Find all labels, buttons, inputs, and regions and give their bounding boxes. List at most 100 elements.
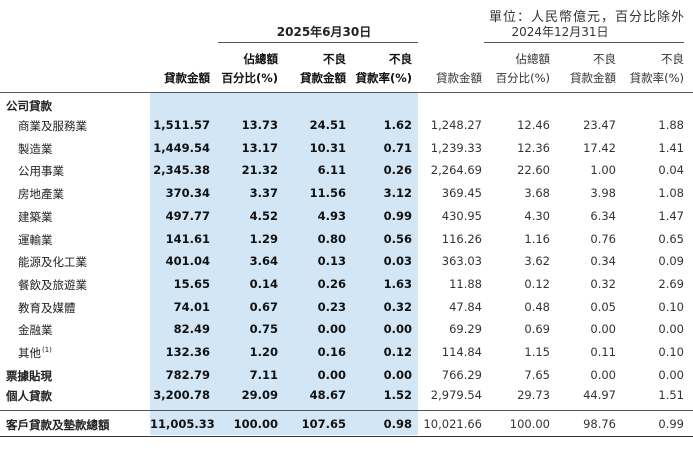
row-label: 建築業 [18,209,53,225]
cell: 1.29 [249,231,278,246]
cell: 0.69 [524,322,550,337]
cell: 0.67 [249,299,278,314]
cell: 0.32 [383,299,412,314]
cell: 7.11 [249,368,278,382]
table-row-discounted-bills: 票據貼現 782.79 7.11 0.00 0.00 766.29 7.65 0… [0,366,693,385]
cell: 3,200.78 [153,388,210,402]
period-current: 2025年6月30日 [276,25,372,39]
cell: 0.71 [383,140,412,155]
cell: 0.03 [383,254,412,269]
cell: 10.31 [309,140,346,155]
cell: 4.52 [249,208,278,223]
row-label: 公用事業 [18,163,64,179]
row-label: 個人貸款 [6,389,52,403]
row-label: 金融業 [18,322,53,338]
cell: 401.04 [165,254,210,269]
cell: 44.97 [583,388,616,402]
cell: 0.00 [317,368,346,382]
cell: 0.23 [317,299,346,314]
cell: 1.51 [658,388,684,402]
cell: 3.64 [249,254,278,269]
cell: 2.69 [658,276,684,291]
col-nplr-current-2: 貸款率(%) [355,71,412,85]
row-label-text: 製造業 [18,141,53,156]
cell: 766.29 [441,368,482,382]
footnote-marker: (1) [42,346,52,355]
row-label-text: 金融業 [18,323,53,338]
cell: 1.41 [658,140,684,155]
table-row: 房地產業 370.34 3.37 11.56 3.12 369.45 3.68 3.98 1.0… [0,184,693,203]
cell: 74.01 [173,299,210,314]
cell: 0.13 [317,254,346,269]
row-label: 餐飲及旅遊業 [18,277,87,293]
cell: 1.15 [524,345,550,359]
cell: 11.56 [309,186,346,201]
cell: 0.14 [249,276,278,291]
cell: 0.98 [383,417,412,431]
cell: 0.10 [658,345,684,359]
cell: 100.00 [509,417,550,431]
cell: 0.75 [249,322,278,337]
total-bottom-rule [0,436,693,437]
row-label-text: 房地產業 [18,187,64,202]
col-pct-prior-1: 佔總額 [515,52,551,66]
cell: 1.63 [383,276,412,291]
cell: 7.65 [524,368,550,382]
table-row: 其他(1) 132.36 1.20 0.16 0.12 114.84 1.15 0.11 0.1… [0,343,693,362]
table-row-total: 客戶貸款及墊款總額 11,005.33 100.00 107.65 0.98 1… [0,415,693,434]
cell: 497.77 [165,208,210,223]
cell: 0.76 [590,231,616,246]
cell: 29.73 [517,388,550,402]
cell: 141.61 [165,231,210,246]
row-label: 製造業 [18,141,53,157]
cell: 0.99 [658,417,684,431]
col-pct-prior-2: 百分比(%) [495,71,550,85]
cell: 1.62 [383,118,412,132]
cell: 0.12 [383,345,412,359]
col-loan-amount-current: 貸款金額 [164,71,210,85]
row-label: 商業及服務業 [18,118,87,134]
cell: 0.00 [383,368,412,382]
period-current-rule [218,42,418,43]
cell: 3.68 [524,186,550,201]
cell: 12.36 [517,140,550,155]
cell: 0.26 [383,163,412,178]
row-label-text: 教育及媒體 [18,300,76,315]
cell: 17.42 [583,140,616,155]
cell: 1.88 [658,118,684,132]
period-prior-rule [484,42,684,43]
row-label: 房地產業 [18,186,64,202]
cell: 21.32 [241,163,278,178]
col-npl-current-2: 貸款金額 [300,71,346,85]
row-label-text: 公用事業 [18,164,64,179]
table-row: 建築業 497.77 4.52 4.93 0.99 430.95 4.30 6.34 1.47 [0,207,693,226]
cell: 69.29 [449,322,482,337]
row-label-text: 運輸業 [18,232,53,247]
cell: 11,005.33 [150,417,215,431]
cell: 0.56 [383,231,412,246]
cell: 107.65 [301,417,346,431]
col-pct-current-2: 百分比(%) [221,71,278,85]
cell: 369.45 [441,186,482,201]
cell: 0.65 [658,231,684,246]
cell: 132.36 [165,345,210,359]
cell: 2,264.69 [430,163,482,178]
row-label: 票據貼現 [6,369,52,383]
row-label-text: 其他 [18,346,41,360]
cell: 3.37 [249,186,278,201]
total-top-rule [0,410,693,411]
cell: 11.88 [449,276,482,291]
header-rule [0,92,693,93]
cell: 0.11 [590,345,616,359]
section-corporate-row: 公司貸款 [0,96,693,115]
cell: 47.84 [449,299,482,314]
row-label-text: 餐飲及旅遊業 [18,277,87,292]
cell: 1,239.33 [430,140,482,155]
cell: 0.00 [658,368,684,382]
row-label-text: 商業及服務業 [18,119,87,133]
cell: 100.00 [233,417,278,431]
cell: 3.62 [524,254,550,269]
cell: 363.03 [441,254,482,269]
cell: 782.79 [165,368,210,382]
unit-note: 單位：人民幣億元，百分比除外 [488,10,685,25]
